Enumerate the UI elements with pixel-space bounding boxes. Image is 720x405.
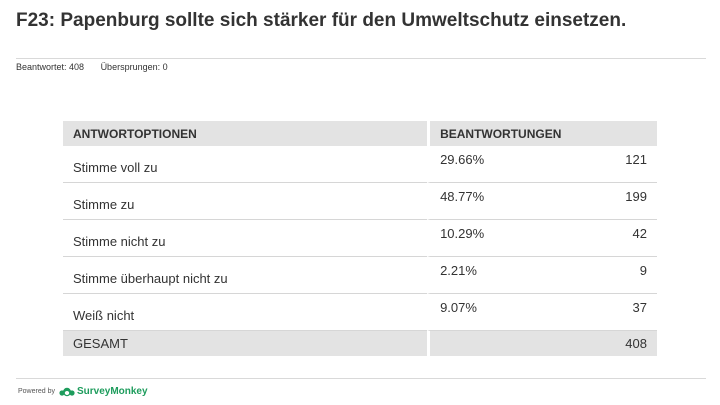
response-count: 121 bbox=[570, 146, 657, 183]
powered-by-label: Powered by bbox=[18, 388, 55, 395]
total-percent-empty bbox=[427, 331, 571, 356]
answer-option: Stimme zu bbox=[63, 183, 428, 220]
header-answer-options: ANTWORTOPTIONEN bbox=[63, 121, 428, 146]
answer-option: Stimme voll zu bbox=[63, 146, 428, 183]
response-stats: Beantwortet: 408 Übersprungen: 0 bbox=[16, 62, 182, 72]
skipped-count: Übersprungen: 0 bbox=[100, 62, 168, 72]
response-count: 37 bbox=[570, 294, 657, 331]
answer-option: Stimme nicht zu bbox=[63, 220, 428, 257]
response-percent: 48.77% bbox=[427, 183, 571, 220]
answered-count: Beantwortet: 408 bbox=[16, 62, 85, 72]
total-count: 408 bbox=[570, 331, 657, 356]
response-count: 42 bbox=[570, 220, 657, 257]
table-row: Stimme zu 48.77% 199 bbox=[63, 183, 657, 220]
response-percent: 29.66% bbox=[427, 146, 571, 183]
table-row: Weiß nicht 9.07% 37 bbox=[63, 294, 657, 331]
table-row: Stimme nicht zu 10.29% 42 bbox=[63, 220, 657, 257]
question-title: F23: Papenburg sollte sich stärker für d… bbox=[16, 10, 627, 31]
response-count: 199 bbox=[570, 183, 657, 220]
response-count: 9 bbox=[570, 257, 657, 294]
table-row: Stimme überhaupt nicht zu 2.21% 9 bbox=[63, 257, 657, 294]
response-percent: 2.21% bbox=[427, 257, 571, 294]
header-responses: BEANTWORTUNGEN bbox=[427, 121, 657, 146]
title-divider bbox=[16, 58, 706, 59]
footer: Powered by SurveyMonkey bbox=[18, 386, 148, 397]
brand-logo: SurveyMonkey bbox=[59, 386, 148, 397]
response-percent: 9.07% bbox=[427, 294, 571, 331]
footer-divider bbox=[16, 378, 706, 379]
total-row: GESAMT 408 bbox=[63, 331, 657, 356]
table-header-row: ANTWORTOPTIONEN BEANTWORTUNGEN bbox=[63, 121, 657, 146]
brand-name: SurveyMonkey bbox=[76, 386, 148, 397]
answer-option: Weiß nicht bbox=[63, 294, 428, 331]
surveymonkey-logo-icon bbox=[59, 387, 75, 396]
table-row: Stimme voll zu 29.66% 121 bbox=[63, 146, 657, 183]
response-percent: 10.29% bbox=[427, 220, 571, 257]
total-label: GESAMT bbox=[63, 331, 428, 356]
results-table: ANTWORTOPTIONEN BEANTWORTUNGEN Stimme vo… bbox=[63, 121, 657, 356]
answer-option: Stimme überhaupt nicht zu bbox=[63, 257, 428, 294]
